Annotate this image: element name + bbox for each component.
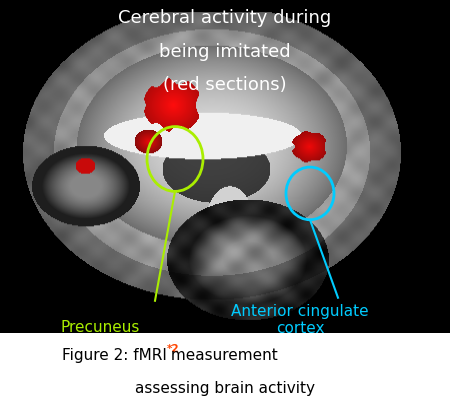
Text: Anterior cingulate
cortex: Anterior cingulate cortex: [231, 303, 369, 335]
Text: Figure 2: fMRI: Figure 2: fMRI: [62, 347, 166, 362]
Text: (red sections): (red sections): [163, 76, 287, 94]
Text: Cerebral activity during: Cerebral activity during: [118, 9, 332, 27]
Text: measurement: measurement: [166, 347, 278, 362]
Text: being imitated: being imitated: [159, 43, 291, 61]
Text: Precuneus: Precuneus: [60, 319, 140, 334]
Text: assessing brain activity: assessing brain activity: [135, 380, 315, 395]
Text: *2: *2: [166, 344, 179, 353]
